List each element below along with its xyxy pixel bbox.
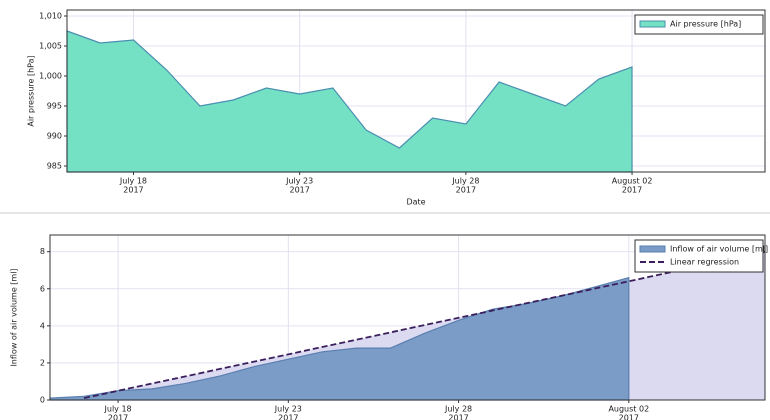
y-tick-label: 2 <box>40 358 45 367</box>
legend-box <box>634 239 764 273</box>
x-tick-label: July 18 <box>119 177 147 186</box>
x-tick-label: August 02 <box>608 405 649 414</box>
y-axis-label: Inflow of air volume [ml] <box>10 268 19 366</box>
area <box>66 30 633 173</box>
x-tick-label: 2017 <box>108 414 128 420</box>
legend-box <box>634 14 764 35</box>
legend-label: Inflow of air volume [ml] <box>670 245 768 254</box>
x-tick-label: 2017 <box>289 186 309 195</box>
legend-label: Linear regression <box>670 258 739 267</box>
plot-frame <box>66 9 766 173</box>
x-tick-label: July 23 <box>285 177 313 186</box>
x-tick-label: July 28 <box>451 177 479 186</box>
x-tick-label: July 28 <box>444 405 472 414</box>
x-axis-label: Date <box>406 198 425 207</box>
y-axis-label: Air pressure [hPa] <box>27 55 36 126</box>
y-tick-label: 1,010 <box>39 12 62 21</box>
x-tick-label: 2017 <box>448 414 468 420</box>
x-tick-label: July 23 <box>274 405 302 414</box>
x-tick-label: July 18 <box>104 405 132 414</box>
y-tick-label: 0 <box>40 396 45 405</box>
y-tick-label: 4 <box>40 321 45 330</box>
legend-label: Air pressure [hPa] <box>670 20 741 29</box>
x-tick-label: 2017 <box>456 186 476 195</box>
x-tick-label: 2017 <box>278 414 298 420</box>
x-tick-label: 2017 <box>123 186 143 195</box>
y-tick-label: 985 <box>47 162 62 171</box>
y-tick-label: 6 <box>40 284 45 293</box>
y-tick-label: 1,000 <box>39 72 62 81</box>
legend-swatch <box>639 245 666 253</box>
y-tick-label: 990 <box>47 132 62 141</box>
x-tick-label: 2017 <box>622 186 642 195</box>
x-tick-label: August 02 <box>612 177 653 186</box>
legend-swatch <box>639 20 666 28</box>
y-tick-label: 995 <box>47 102 62 111</box>
y-tick-label: 8 <box>40 247 45 256</box>
x-tick-label: 2017 <box>619 414 639 420</box>
y-tick-label: 1,005 <box>39 42 62 51</box>
area <box>49 276 630 401</box>
plot-frame <box>49 234 766 401</box>
